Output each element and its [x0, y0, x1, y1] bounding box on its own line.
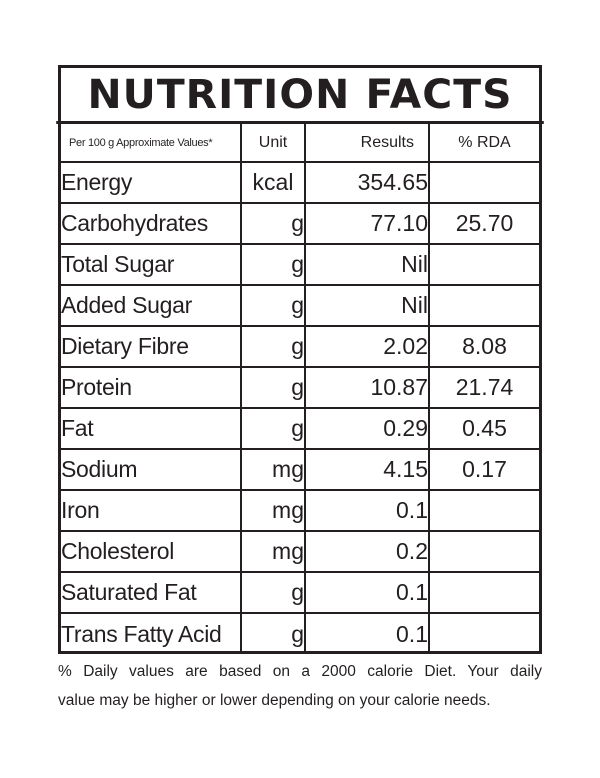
- table-row: Iron mg 0.1: [61, 490, 539, 532]
- nutrient-unit: mg: [241, 531, 306, 573]
- nutrient-unit: mg: [241, 490, 306, 532]
- nutrient-unit: g: [241, 367, 306, 409]
- nutrient-unit: g: [241, 285, 306, 327]
- nutrient-result: 77.10: [305, 203, 430, 245]
- nutrient-unit: kcal: [241, 162, 306, 204]
- nutrient-rda: [429, 244, 539, 286]
- nutrient-result: 354.65: [305, 162, 430, 204]
- nutrition-table: Per 100 g Approximate Values* Unit Resul…: [61, 124, 539, 654]
- nutrient-result: 0.1: [305, 490, 430, 532]
- nutrient-name: Cholesterol: [61, 531, 242, 573]
- nutrient-name: Fat: [61, 408, 242, 450]
- nutrient-rda: 21.74: [429, 367, 539, 409]
- nutrient-unit: g: [241, 572, 306, 614]
- nutrient-rda: [429, 285, 539, 327]
- header-per-100g: Per 100 g Approximate Values*: [61, 124, 242, 163]
- nutrient-rda: [429, 572, 539, 614]
- nutrient-rda: [429, 162, 539, 204]
- table-row: Cholesterol mg 0.2: [61, 531, 539, 573]
- nutrient-name: Protein: [61, 367, 242, 409]
- table-row: Total Sugar g Nil: [61, 244, 539, 286]
- nutrient-rda: 0.17: [429, 449, 539, 491]
- header-rda: % RDA: [429, 124, 539, 163]
- nutrient-unit: mg: [241, 449, 306, 491]
- nutrient-result: 0.1: [305, 613, 430, 654]
- footnote-line-2: value may be higher or lower depending o…: [58, 692, 491, 709]
- nutrient-name: Added Sugar: [61, 285, 242, 327]
- nutrient-rda: 0.45: [429, 408, 539, 450]
- table-row: Energy kcal 354.65: [61, 162, 539, 204]
- nutrient-result: Nil: [305, 244, 430, 286]
- table-row: Carbohydrates g 77.10 25.70: [61, 203, 539, 245]
- nutrient-unit: g: [241, 203, 306, 245]
- nutrient-rda: [429, 613, 539, 654]
- table-row: Sodium mg 4.15 0.17: [61, 449, 539, 491]
- nutrient-result: 0.29: [305, 408, 430, 450]
- table-row: Trans Fatty Acid g 0.1: [61, 613, 539, 654]
- footnote: % Daily values are based on a 2000 calor…: [58, 657, 542, 715]
- table-row: Added Sugar g Nil: [61, 285, 539, 327]
- table-row: Dietary Fibre g 2.02 8.08: [61, 326, 539, 368]
- header-unit: Unit: [241, 124, 306, 163]
- nutrient-name: Sodium: [61, 449, 242, 491]
- nutrient-rda: 25.70: [429, 203, 539, 245]
- nutrient-result: 0.2: [305, 531, 430, 573]
- nutrient-name: Trans Fatty Acid: [61, 613, 242, 654]
- label-title: NUTRITION FACTS: [56, 68, 544, 124]
- nutrient-unit: g: [241, 613, 306, 654]
- nutrient-name: Dietary Fibre: [61, 326, 242, 368]
- nutrient-rda: [429, 531, 539, 573]
- nutrient-result: 10.87: [305, 367, 430, 409]
- table-header-row: Per 100 g Approximate Values* Unit Resul…: [61, 124, 539, 163]
- header-results: Results: [305, 124, 430, 163]
- nutrient-name: Saturated Fat: [61, 572, 242, 614]
- nutrient-result: 4.15: [305, 449, 430, 491]
- nutrient-rda: 8.08: [429, 326, 539, 368]
- nutrition-label: NUTRITION FACTS Per 100 g Approximate Va…: [56, 65, 544, 654]
- nutrient-result: 2.02: [305, 326, 430, 368]
- table-row: Protein g 10.87 21.74: [61, 367, 539, 409]
- nutrient-name: Energy: [61, 162, 242, 204]
- nutrient-unit: g: [241, 244, 306, 286]
- footnote-line-1: % Daily values are based on a 2000 calor…: [58, 663, 542, 680]
- table-row: Fat g 0.29 0.45: [61, 408, 539, 450]
- nutrient-unit: g: [241, 326, 306, 368]
- nutrient-name: Iron: [61, 490, 242, 532]
- nutrient-name: Carbohydrates: [61, 203, 242, 245]
- nutrient-unit: g: [241, 408, 306, 450]
- nutrient-rda: [429, 490, 539, 532]
- table-row: Saturated Fat g 0.1: [61, 572, 539, 614]
- nutrient-result: 0.1: [305, 572, 430, 614]
- nutrient-result: Nil: [305, 285, 430, 327]
- nutrient-name: Total Sugar: [61, 244, 242, 286]
